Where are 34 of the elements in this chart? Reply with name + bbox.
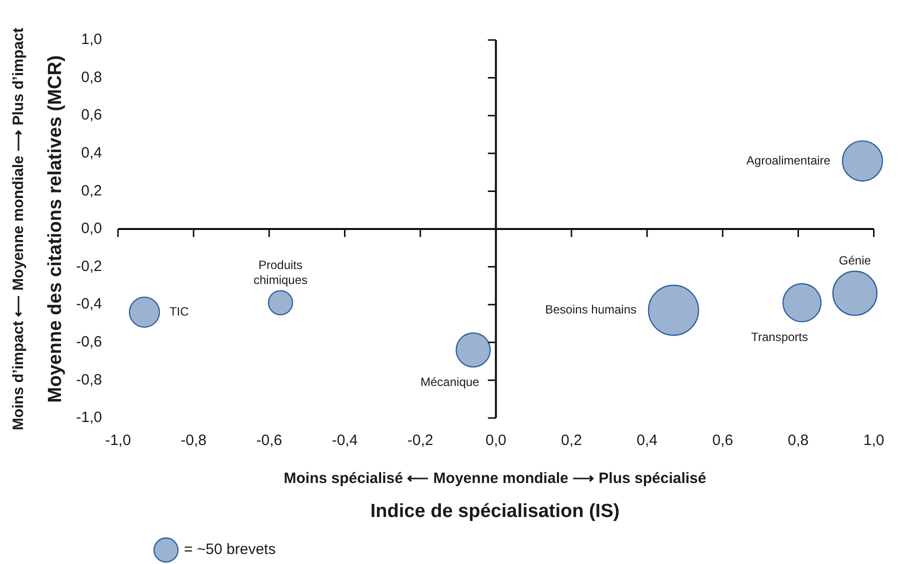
x-tick-label: -0,4 [332,432,358,450]
series-label: Agroalimentaire [746,153,831,168]
y-tick-label: -0,2 [76,258,102,275]
series-label: Génie [838,254,872,268]
y-tick-label: 0,2 [81,182,102,200]
series-label: Besoins humains [545,302,637,317]
series-label: Produits chimiques [253,258,308,288]
x-tick-label: -0,6 [256,432,282,450]
y-tick-label: 0,0 [81,220,102,238]
text: Moins spécialisé ⟵ Moyenne mondiale ⟶ Plus spécialisé [284,469,706,487]
y-tick-label: -0,6 [76,334,102,351]
text: Moins d’impact ⟵ Moyenne mondiale ⟶ Plus d’impact [9,28,27,430]
x-axis-title: Indice de spécialisation (IS) [370,501,620,523]
series-label: TIC [169,304,190,318]
legend-label: = ~50 brevets [184,541,276,558]
x-tick-label: 0,6 [712,432,734,450]
series-label: Transports [751,330,808,344]
x-tick-label: -1,0 [105,432,131,450]
y-axis-title: Moyenne des citations relatives (MCR) [45,55,67,403]
y-tick-label: 1,0 [81,31,102,48]
x-tick-label: 0,4 [636,432,658,450]
y-tick-label: 0,8 [81,68,102,86]
x-tick-label: 0,2 [561,432,582,450]
y-tick-label: -0,4 [76,296,102,313]
y-tick-label: -1,0 [76,409,102,426]
x-tick-label: 0,0 [485,432,506,450]
series-label: Mécanique [420,375,480,390]
x-tick-label: -0,2 [407,432,434,450]
x-tick-label: 1,0 [863,432,884,450]
y-tick-label: -0,8 [76,371,102,388]
x-tick-label: 0,8 [788,432,809,450]
x-tick-label: -0,8 [180,432,207,450]
y-tick-label: 0,6 [81,106,102,124]
y-tick-label: 0,4 [81,144,102,162]
